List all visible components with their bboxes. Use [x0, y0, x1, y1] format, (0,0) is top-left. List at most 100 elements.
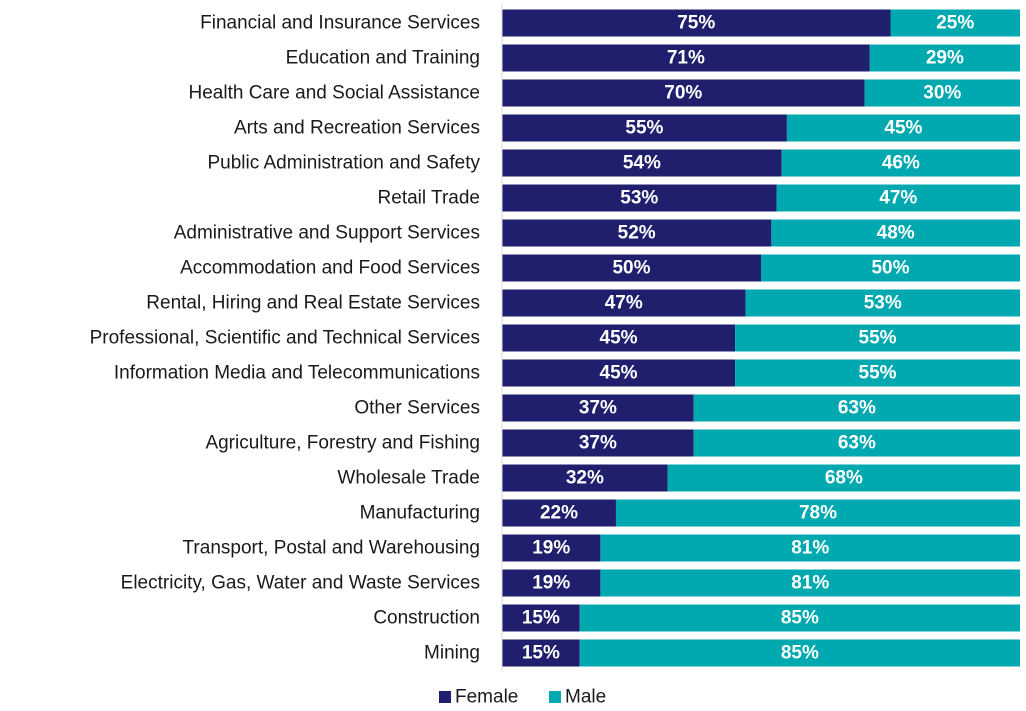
- category-label: Education and Training: [286, 48, 480, 69]
- male-bar: [786, 114, 1020, 142]
- bars-group: 75% 25% 71% 29% 70% 30% 55% 45% 54% 46% 53% 47% 52% 4…: [502, 9, 1020, 667]
- male-bar: [864, 79, 1020, 107]
- male-data-label: 81%: [791, 573, 829, 594]
- male-bar: [761, 254, 1020, 282]
- female-data-label: 19%: [532, 573, 570, 594]
- female-bar: [502, 359, 736, 387]
- category-label: Manufacturing: [360, 503, 480, 524]
- male-data-label: 55%: [859, 363, 897, 384]
- category-label: Transport, Postal and Warehousing: [183, 538, 480, 559]
- male-legend-swatch: [549, 691, 561, 703]
- male-data-label: 53%: [864, 293, 902, 314]
- female-data-label: 22%: [540, 503, 578, 524]
- category-label: Construction: [373, 608, 480, 629]
- category-label: Accommodation and Food Services: [180, 258, 480, 279]
- male-data-label: 48%: [877, 223, 915, 244]
- female-data-label: 15%: [522, 608, 560, 629]
- female-bar: [502, 394, 694, 422]
- female-bar: [502, 149, 782, 177]
- male-bar: [615, 499, 1020, 527]
- male-bar: [600, 534, 1020, 562]
- male-data-label: 55%: [859, 328, 897, 349]
- male-data-label: 47%: [879, 188, 917, 209]
- female-data-label: 53%: [620, 188, 658, 209]
- category-label: Arts and Recreation Services: [234, 118, 480, 139]
- female-bar: [502, 604, 580, 632]
- female-bar: [502, 569, 601, 597]
- male-bar: [781, 149, 1020, 177]
- female-bar: [502, 639, 580, 667]
- female-data-label: 54%: [623, 153, 661, 174]
- category-label: Information Media and Telecommunications: [114, 363, 480, 384]
- female-data-label: 32%: [566, 468, 604, 489]
- male-data-label: 46%: [882, 153, 920, 174]
- female-bar: [502, 254, 761, 282]
- male-bar: [735, 324, 1020, 352]
- female-bar: [502, 324, 736, 352]
- category-label: Other Services: [354, 398, 480, 419]
- category-label: Rental, Hiring and Real Estate Services: [146, 293, 480, 314]
- category-label: Financial and Insurance Services: [200, 13, 480, 34]
- female-data-label: 47%: [605, 293, 643, 314]
- female-bar: [502, 44, 870, 72]
- category-labels-group: Financial and Insurance Services Educatio…: [90, 13, 481, 664]
- legend: Female Male: [439, 687, 606, 708]
- category-label: Professional, Scientific and Technical S…: [90, 328, 480, 349]
- male-data-label: 78%: [799, 503, 837, 524]
- male-data-label: 63%: [838, 398, 876, 419]
- male-bar: [693, 429, 1020, 457]
- male-bar: [776, 184, 1020, 212]
- category-label: Health Care and Social Assistance: [189, 83, 481, 104]
- male-legend-label: Male: [565, 687, 606, 708]
- female-legend-swatch: [439, 691, 451, 703]
- female-bar: [502, 464, 668, 492]
- female-bar: [502, 79, 865, 107]
- male-bar: [771, 219, 1020, 247]
- female-data-label: 71%: [667, 48, 705, 69]
- female-data-label: 70%: [664, 83, 702, 104]
- female-data-label: 37%: [579, 398, 617, 419]
- male-bar: [693, 394, 1020, 422]
- male-bar: [579, 639, 1020, 667]
- male-data-label: 85%: [781, 608, 819, 629]
- female-data-label: 75%: [677, 13, 715, 34]
- category-label: Mining: [424, 643, 480, 664]
- category-label: Public Administration and Safety: [208, 153, 481, 174]
- male-data-label: 63%: [838, 433, 876, 454]
- female-bar: [502, 219, 772, 247]
- male-bar: [890, 9, 1020, 37]
- male-data-label: 68%: [825, 468, 863, 489]
- female-bar: [502, 499, 616, 527]
- male-data-label: 45%: [884, 118, 922, 139]
- male-data-label: 30%: [923, 83, 961, 104]
- female-data-label: 37%: [579, 433, 617, 454]
- male-bar: [600, 569, 1020, 597]
- female-bar: [502, 534, 601, 562]
- male-bar: [667, 464, 1020, 492]
- category-label: Wholesale Trade: [337, 468, 480, 489]
- male-data-label: 29%: [926, 48, 964, 69]
- female-data-label: 50%: [612, 258, 650, 279]
- male-data-label: 81%: [791, 538, 829, 559]
- female-data-label: 55%: [625, 118, 663, 139]
- male-bar: [735, 359, 1020, 387]
- female-data-label: 52%: [618, 223, 656, 244]
- female-data-label: 45%: [600, 363, 638, 384]
- male-data-label: 85%: [781, 643, 819, 664]
- female-bar: [502, 9, 891, 37]
- male-bar: [579, 604, 1020, 632]
- male-data-label: 50%: [871, 258, 909, 279]
- male-data-label: 25%: [936, 13, 974, 34]
- female-bar: [502, 429, 694, 457]
- female-bar: [502, 114, 787, 142]
- male-bar: [869, 44, 1020, 72]
- female-legend-label: Female: [455, 687, 518, 708]
- female-bar: [502, 184, 777, 212]
- male-bar: [745, 289, 1020, 317]
- female-data-label: 15%: [522, 643, 560, 664]
- category-label: Agriculture, Forestry and Fishing: [205, 433, 480, 454]
- category-label: Administrative and Support Services: [174, 223, 480, 244]
- female-data-label: 45%: [600, 328, 638, 349]
- category-label: Retail Trade: [378, 188, 480, 209]
